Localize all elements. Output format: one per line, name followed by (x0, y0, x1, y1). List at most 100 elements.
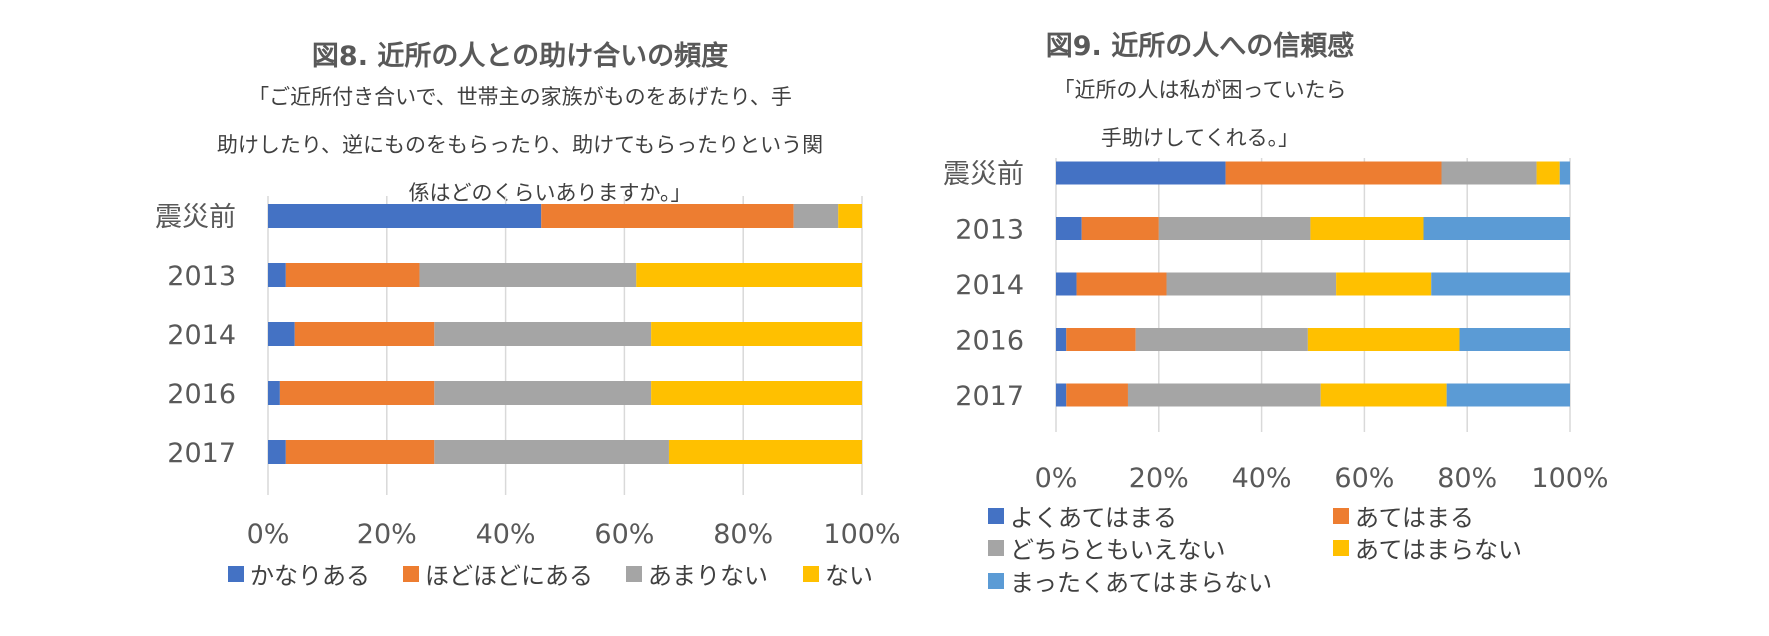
fig9-bar-2-4 (1431, 272, 1570, 296)
fig8-bar-0-0 (268, 204, 542, 228)
fig8-bar-4-1 (285, 440, 435, 464)
fig8-category-label: 震災前 (155, 202, 236, 233)
fig8-category-label: 2016 (167, 379, 236, 410)
fig9-bar-3-0 (1056, 328, 1067, 351)
fig8-bar-3-3 (651, 381, 862, 405)
fig8-bar-4-3 (668, 440, 862, 464)
fig9-x-tick-label: 0% (1035, 463, 1078, 494)
legend-swatch (1333, 539, 1349, 556)
fig9-bar-1-3 (1310, 217, 1424, 240)
fig9-bar-2-0 (1056, 272, 1077, 296)
fig8-legend-item: あまりない (626, 556, 768, 591)
legend-swatch (803, 565, 819, 582)
fig9-bar-3-4 (1459, 328, 1570, 351)
fig9-x-tick-label: 20% (1129, 463, 1189, 494)
fig8-bar-0-2 (793, 204, 839, 228)
figure-8-subtitle-line-2: 助けしたり、逆にものをもらったり、助けてもらったりという関 (216, 133, 824, 157)
fig9-bar-2-1 (1076, 272, 1167, 296)
fig8-bar-2-0 (268, 322, 295, 346)
fig9-category-label: 2017 (955, 381, 1024, 412)
fig9-x-tick-label: 60% (1334, 463, 1394, 494)
fig8-legend-item: かなりある (228, 556, 370, 591)
fig9-legend-item: どちらともいえない (988, 530, 1226, 565)
fig8-category-label: 2013 (167, 261, 236, 292)
legend-label: よくあてはまる (1010, 504, 1178, 532)
fig9-legend-item: まったくあてはまらない (988, 563, 1272, 598)
fig8-x-tick-label: 0% (247, 519, 290, 550)
fig8-bar-0-3 (838, 204, 862, 228)
fig8-legend-item: ない (803, 556, 873, 591)
fig9-x-tick-label: 100% (1531, 463, 1608, 494)
fig9-bar-1-0 (1056, 217, 1082, 240)
legend-label: まったくあてはまらない (1010, 569, 1273, 597)
fig9-category-label: 2013 (955, 215, 1024, 246)
fig9-bar-3-1 (1066, 328, 1136, 351)
fig9-bar-2-2 (1166, 272, 1337, 296)
fig8-bar-1-1 (285, 263, 420, 287)
fig8-category-label: 2014 (167, 320, 236, 351)
fig8-x-tick-label: 60% (594, 519, 654, 550)
fig9-bar-2-3 (1336, 272, 1432, 296)
fig8-category-label: 2017 (167, 438, 236, 469)
fig9-legend-item: よくあてはまる (988, 498, 1177, 533)
legend-label: どちらともいえない (1010, 536, 1226, 564)
legend-swatch (988, 539, 1004, 556)
figure-8-title: 図8. 近所の人との助け合いの頻度 (311, 41, 729, 72)
fig9-bar-0-1 (1225, 161, 1442, 185)
legend-label: かなりある (250, 562, 370, 590)
legend-label: あまりない (648, 562, 768, 590)
figure-8-subtitle-line-1: 「ご近所付き合いで、世帯主の家族がものをあげたり、手 (248, 85, 792, 109)
fig9-legend-item: あてはまらない (1333, 530, 1522, 565)
fig9-category-label: 2014 (955, 270, 1024, 301)
fig8-legend-item: ほどほどにある (403, 556, 593, 591)
fig9-bar-4-4 (1446, 383, 1570, 407)
fig9-bar-0-4 (1559, 161, 1570, 185)
fig9-category-label: 2016 (955, 326, 1024, 357)
legend-label: ほどほどにある (425, 562, 593, 590)
figure-9-subtitle-line-1: 「近所の人は私が困っていたら (1053, 78, 1347, 102)
figure-9-subtitle-line-2: 手助けしてくれる。」 (1100, 126, 1300, 150)
fig9-bar-1-1 (1081, 217, 1159, 240)
fig9-bar-0-2 (1441, 161, 1537, 185)
fig9-bar-4-0 (1056, 383, 1067, 407)
fig8-bar-2-3 (651, 322, 862, 346)
legend-swatch (228, 565, 244, 582)
fig9-category-label: 震災前 (943, 159, 1024, 190)
fig8-x-tick-label: 80% (713, 519, 773, 550)
legend-swatch (403, 565, 419, 582)
fig9-x-tick-label: 80% (1437, 463, 1497, 494)
legend-label: あてはまる (1355, 504, 1475, 532)
fig9-bar-1-2 (1158, 217, 1311, 240)
fig9-bar-4-1 (1066, 383, 1128, 407)
fig8-bar-0-1 (541, 204, 794, 228)
fig9-bar-1-4 (1423, 217, 1570, 240)
fig8-bar-2-1 (294, 322, 435, 346)
figure-8-subtitle-line-3: 係はどのくらいありますか。」 (408, 181, 692, 205)
fig9-legend-item: あてはまる (1333, 498, 1474, 533)
fig9-bar-0-3 (1536, 161, 1560, 185)
legend-swatch (1333, 507, 1349, 524)
legend-label: ない (825, 562, 873, 590)
fig8-x-tick-label: 100% (823, 519, 900, 550)
fig9-bar-0-0 (1056, 161, 1226, 185)
fig9-bar-4-3 (1320, 383, 1447, 407)
fig9-bar-4-2 (1127, 383, 1321, 407)
fig8-bar-4-0 (268, 440, 286, 464)
fig8-bar-1-2 (419, 263, 637, 287)
legend-label: あてはまらない (1355, 536, 1523, 564)
legend-swatch (988, 572, 1004, 589)
fig8-bar-1-0 (268, 263, 286, 287)
fig8-bar-3-1 (279, 381, 435, 405)
fig8-bar-3-0 (268, 381, 280, 405)
legend-swatch (626, 565, 642, 582)
figure-9-title: 図9. 近所の人への信頼感 (1045, 31, 1355, 62)
fig9-x-tick-label: 40% (1232, 463, 1292, 494)
fig9-bar-3-3 (1307, 328, 1460, 351)
fig8-bar-3-2 (434, 381, 652, 405)
fig8-x-tick-label: 20% (357, 519, 417, 550)
fig8-x-tick-label: 40% (476, 519, 536, 550)
fig8-bar-4-2 (434, 440, 669, 464)
fig8-bar-1-3 (636, 263, 862, 287)
fig8-bar-2-2 (434, 322, 652, 346)
